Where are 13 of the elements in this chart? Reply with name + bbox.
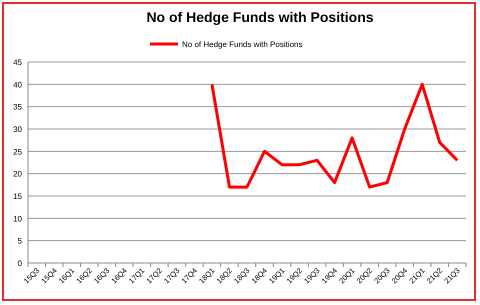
line-series (210, 82, 459, 189)
y-tick-label: 20 (13, 170, 23, 179)
y-tick-label: 40 (13, 80, 23, 90)
y-tick-label: 45 (13, 58, 23, 67)
y-tick-label: 5 (18, 236, 23, 246)
y-tick-label: 10 (13, 214, 23, 224)
y-tick-label: 0 (18, 259, 23, 268)
y-tick-label: 30 (13, 125, 23, 134)
y-tick-label: 25 (13, 147, 23, 156)
legend-label: No of Hedge Funds with Positions (182, 40, 303, 49)
y-tick-label: 15 (13, 192, 23, 201)
chart-title: No of Hedge Funds with Positions (146, 9, 374, 25)
y-tick-label: 35 (13, 102, 23, 112)
